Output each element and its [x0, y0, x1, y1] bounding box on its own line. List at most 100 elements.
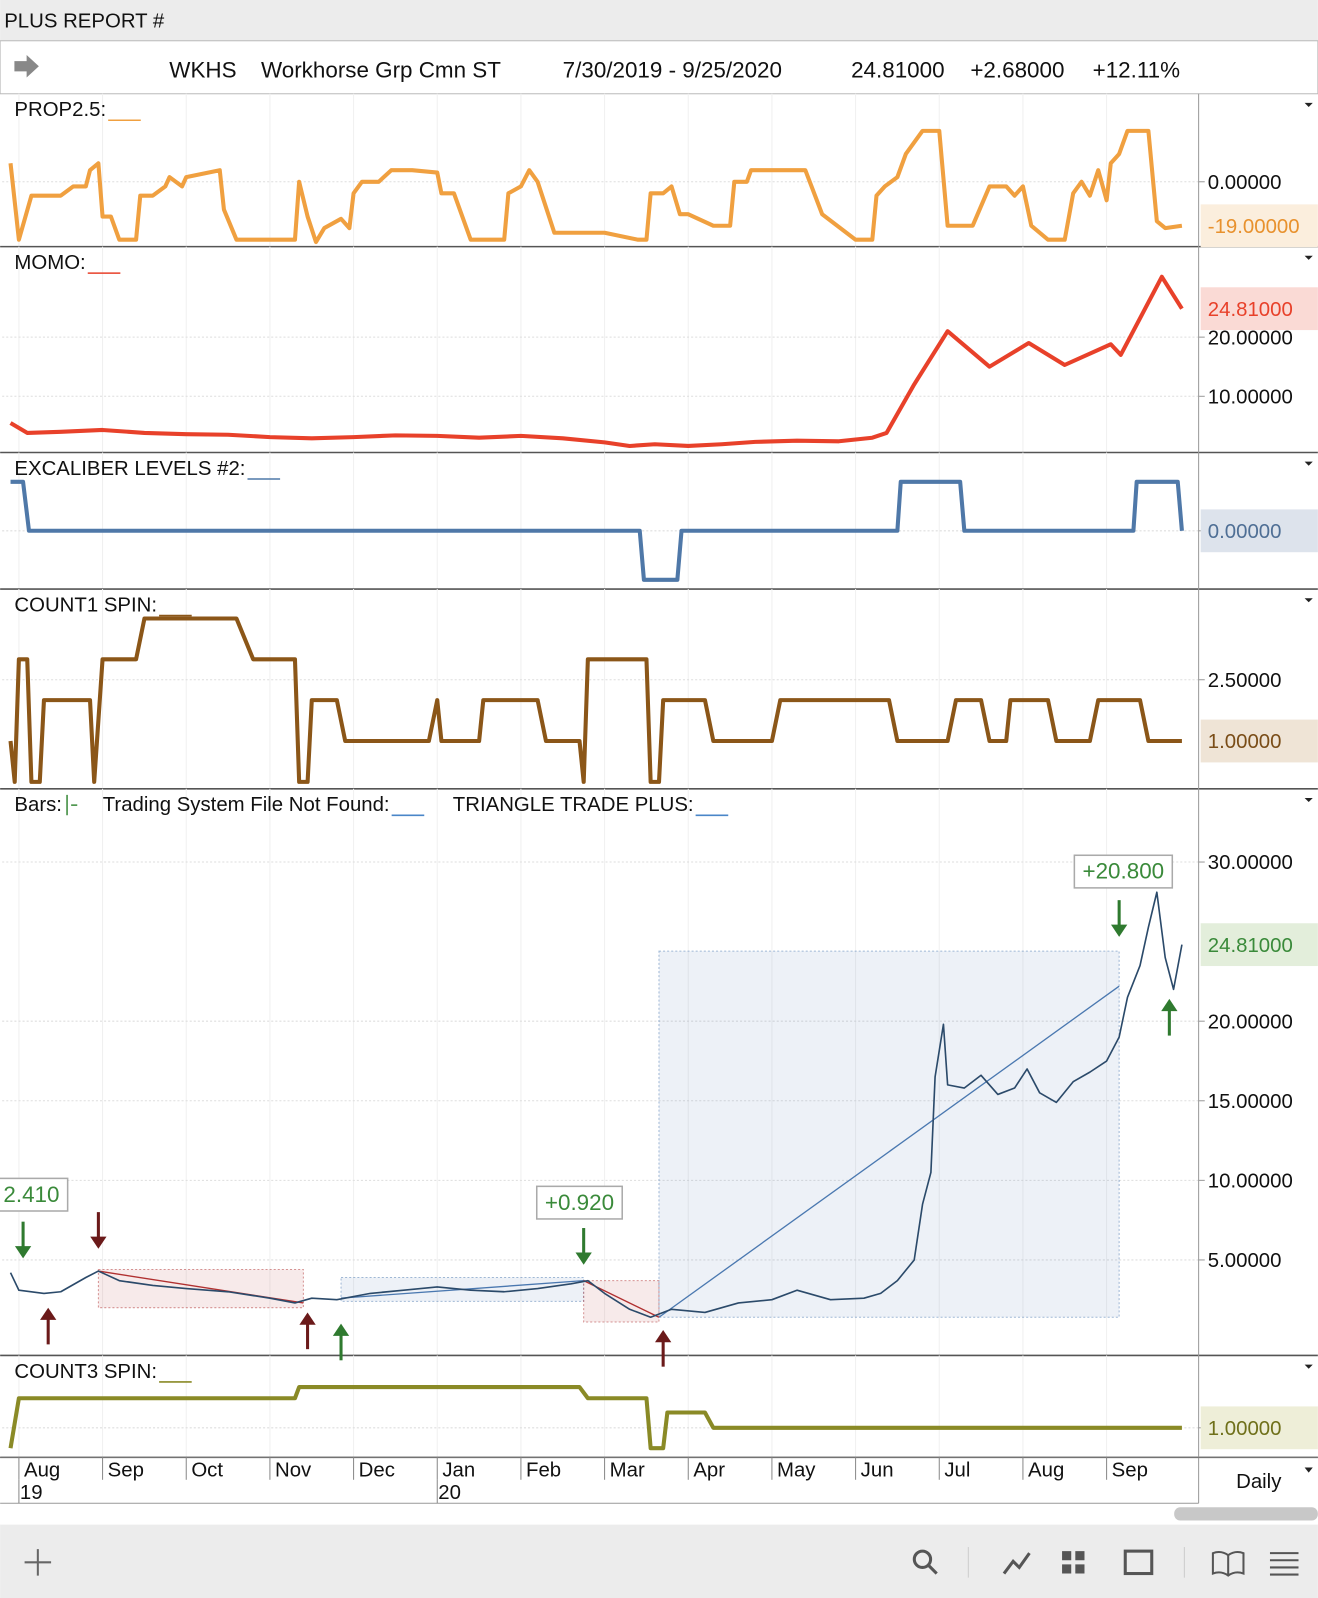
- price-line: [9, 891, 1183, 1319]
- grid-icon[interactable]: [1062, 1551, 1085, 1574]
- panel-menu[interactable]: [1304, 102, 1313, 108]
- toolbar-icons: [912, 1549, 1299, 1577]
- y-tick-label: 0.00000: [1208, 172, 1282, 194]
- arrow-head: [1110, 924, 1128, 937]
- y-tick-label: 10.00000: [1208, 386, 1293, 408]
- x-tick-label: Jul: [944, 1460, 970, 1482]
- last-value-label: 1.00000: [1208, 1418, 1282, 1440]
- x-tick-label: Sep: [1112, 1460, 1148, 1482]
- indicator-panel: 0.00000 -19.00000 PROP2.5:: [0, 93, 1318, 248]
- panel-menu[interactable]: [1304, 255, 1313, 260]
- x-tick-label: Mar: [610, 1460, 645, 1482]
- indicator-line: [10, 479, 1184, 582]
- x-tick-label: Oct: [191, 1460, 223, 1482]
- last-value-badge: [1200, 204, 1318, 248]
- legend-label: PROP2.5:: [14, 99, 106, 121]
- trade-result-box: [0, 1177, 69, 1212]
- book-icon[interactable]: [1211, 1550, 1245, 1577]
- last-value-badge: [1200, 1406, 1318, 1450]
- x-tick-label: May: [777, 1460, 816, 1482]
- time-axis: Aug Sep Oct Nov Dec Jan Feb Mar Apr May Jun Jul Aug S…: [18, 1457, 1148, 1504]
- indicator-line: [8, 616, 1182, 784]
- signal-arrow: [90, 1212, 107, 1249]
- x-tick-label: Jun: [861, 1460, 894, 1482]
- search-icon[interactable]: [912, 1549, 933, 1569]
- last-value-badge: [1200, 287, 1318, 331]
- year-tick-label: 20: [438, 1482, 461, 1504]
- signal-arrow: [1110, 900, 1128, 937]
- percent-change: +12.11%: [1093, 57, 1180, 82]
- x-tick-label: Feb: [526, 1460, 561, 1482]
- legend-label: MOMO:: [14, 252, 85, 274]
- add-button[interactable]: [24, 1549, 52, 1576]
- symbol: WKHS: [169, 57, 236, 82]
- indicator-line: [8, 128, 1183, 245]
- arrow-head: [299, 1312, 316, 1325]
- last-value-badge: [1200, 923, 1318, 967]
- indicator-panel: 10.00000 20.00000 24.81000 MOMO:: [0, 246, 1318, 454]
- x-tick-label: Nov: [275, 1460, 312, 1482]
- toolbar-separators: [967, 1547, 1185, 1578]
- panel-menu[interactable]: [1304, 797, 1313, 803]
- chart-icon[interactable]: [1002, 1552, 1031, 1575]
- legend-label: EXCALIBER LEVELS #2:: [14, 458, 245, 480]
- indicator-line: [9, 274, 1184, 449]
- signal-arrow: [40, 1307, 57, 1345]
- panel-icon[interactable]: [1123, 1549, 1154, 1576]
- arrow-head: [90, 1236, 107, 1249]
- y-tick-label: 15.00000: [1208, 1091, 1293, 1113]
- search-handle: [927, 1564, 938, 1575]
- panel-menu[interactable]: [1304, 1364, 1313, 1369]
- signal-arrow: [14, 1221, 32, 1259]
- last-value-label: 1.00000: [1208, 731, 1282, 753]
- last-value-label: 24.81000: [1208, 299, 1293, 321]
- trade-result-box: [535, 1185, 623, 1220]
- x-tick-label: Aug: [24, 1460, 60, 1482]
- timeframe[interactable]: Daily: [1236, 1471, 1282, 1493]
- last-price: 24.81000: [851, 57, 944, 82]
- legend-label: Trading System File Not Found:: [103, 794, 390, 816]
- legend-label: COUNT1 SPIN:: [14, 594, 157, 616]
- signal-arrow: [332, 1323, 350, 1361]
- legend-label: Bars:: [14, 794, 62, 816]
- toolbar: [0, 1524, 1318, 1598]
- legend-label: COUNT3 SPIN:: [14, 1361, 157, 1383]
- arrow-head: [654, 1329, 672, 1343]
- price-change: +2.68000: [970, 57, 1064, 82]
- window-title: PLUS REPORT #: [4, 11, 165, 33]
- signal-arrow: [299, 1312, 316, 1350]
- trade-box: [658, 950, 1120, 1318]
- quote-bar: [0, 40, 1318, 95]
- last-value-badge: [1200, 719, 1318, 763]
- menu-icon[interactable]: [1269, 1552, 1299, 1576]
- scrollbar[interactable]: [1174, 1507, 1318, 1521]
- panel-menu[interactable]: [1304, 461, 1313, 466]
- trade-result: +0.920: [545, 1190, 614, 1215]
- panel-menu[interactable]: [1304, 598, 1313, 603]
- trade-result: 2.410: [3, 1182, 59, 1207]
- quote-info: WKHS Workhorse Grp Cmn ST 7/30/2019 - 9/…: [169, 57, 1180, 82]
- signal-arrow: [654, 1329, 672, 1367]
- trade-result: +20.800: [1083, 859, 1165, 884]
- indicator-line: [8, 1385, 1182, 1451]
- y-tick-label: 30.00000: [1208, 852, 1293, 874]
- last-value-label: 0.00000: [1208, 521, 1282, 543]
- y-tick-label: 20.00000: [1208, 1011, 1293, 1033]
- legend-label: TRIANGLE TRADE PLUS:: [453, 794, 694, 816]
- trade-result-box: [1073, 854, 1174, 889]
- timeframe-menu[interactable]: [1304, 1467, 1313, 1473]
- last-value-label: 24.81000: [1208, 935, 1293, 957]
- y-tick-label: 2.50000: [1208, 670, 1282, 692]
- y-tick-label: 20.00000: [1208, 327, 1293, 349]
- last-value-label: -19.00000: [1208, 216, 1300, 238]
- nav-arrow[interactable]: [14, 55, 39, 78]
- security-name: Workhorse Grp Cmn ST: [261, 57, 501, 82]
- date-range: 7/30/2019 - 9/25/2020: [563, 57, 782, 82]
- bar-legend-sample: [66, 794, 78, 816]
- x-tick-label: Dec: [359, 1460, 395, 1482]
- title-bar: [0, 0, 1318, 41]
- signal-arrow: [1161, 998, 1178, 1036]
